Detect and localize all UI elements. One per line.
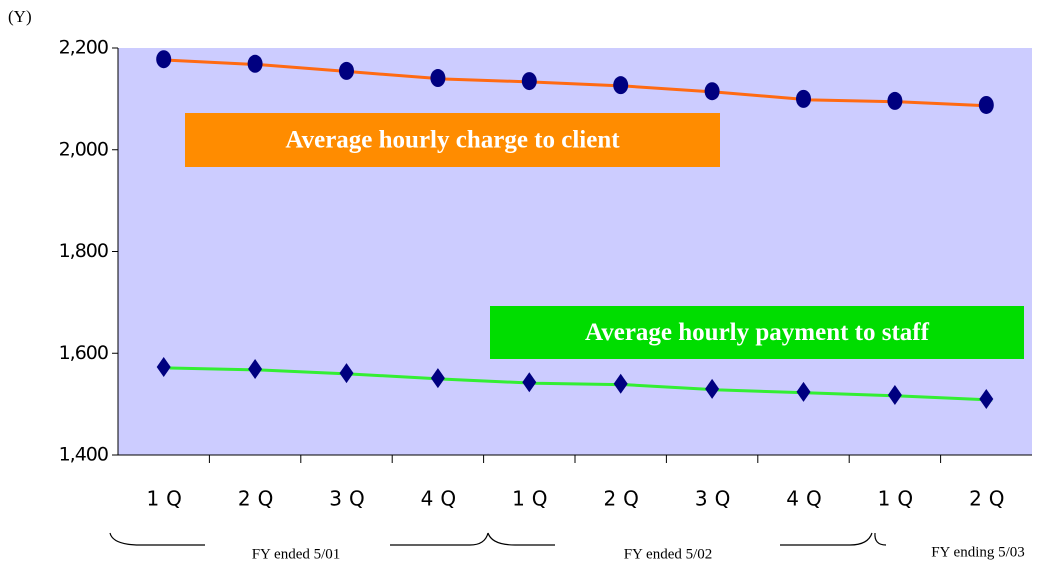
marker	[613, 373, 628, 394]
marker	[978, 95, 994, 114]
x-tick-label: 2Q	[969, 487, 1011, 511]
marker	[522, 372, 537, 393]
marker	[705, 378, 720, 399]
x-tick-label: 1Q	[512, 487, 554, 511]
marker	[248, 359, 263, 380]
y-tick-label: 1,400	[59, 444, 108, 466]
marker	[887, 91, 903, 110]
marker	[247, 54, 263, 73]
y-tick-label: 2,000	[59, 138, 108, 160]
marker	[339, 363, 354, 384]
group-braces	[109, 532, 887, 546]
marker	[613, 76, 629, 95]
y-tick-label: 1,800	[59, 240, 108, 262]
x-tick-label: 3Q	[695, 487, 737, 511]
x-tick-label: 2Q	[238, 487, 280, 511]
marker	[796, 89, 811, 108]
group-label: FY ended 5/02	[624, 546, 713, 562]
x-tick-label: 3Q	[329, 487, 371, 511]
marker	[979, 389, 994, 410]
marker	[339, 61, 354, 80]
marker	[521, 72, 537, 91]
marker	[704, 82, 720, 101]
marker	[796, 381, 811, 402]
legend-label: Average hourly charge to client	[285, 127, 620, 154]
x-tick-label: 1Q	[878, 487, 920, 511]
series-line	[169, 58, 993, 108]
x-tick-label: 2Q	[603, 487, 645, 511]
x-tick-label: 4Q	[421, 487, 463, 511]
marker	[430, 69, 446, 88]
brace	[487, 532, 873, 546]
legend-label: Average hourly payment to staff	[585, 319, 930, 346]
marker	[156, 356, 171, 377]
series-line	[169, 366, 993, 402]
brace	[109, 532, 489, 546]
y-tick-label: 2,200	[59, 37, 108, 59]
y-tick-label: 1,600	[59, 342, 108, 364]
x-tick-label: 4Q	[786, 487, 828, 511]
marker	[887, 384, 902, 405]
y-unit: (Y)	[8, 7, 32, 26]
marker	[156, 50, 172, 69]
group-label: FY ended 5/01	[252, 546, 341, 562]
marker	[430, 368, 445, 389]
x-tick-label: 1Q	[146, 487, 188, 511]
brace	[874, 532, 887, 546]
group-label: FY ending 5/03	[931, 544, 1025, 560]
series-label-box	[185, 113, 720, 167]
series-label-box	[490, 306, 1024, 359]
